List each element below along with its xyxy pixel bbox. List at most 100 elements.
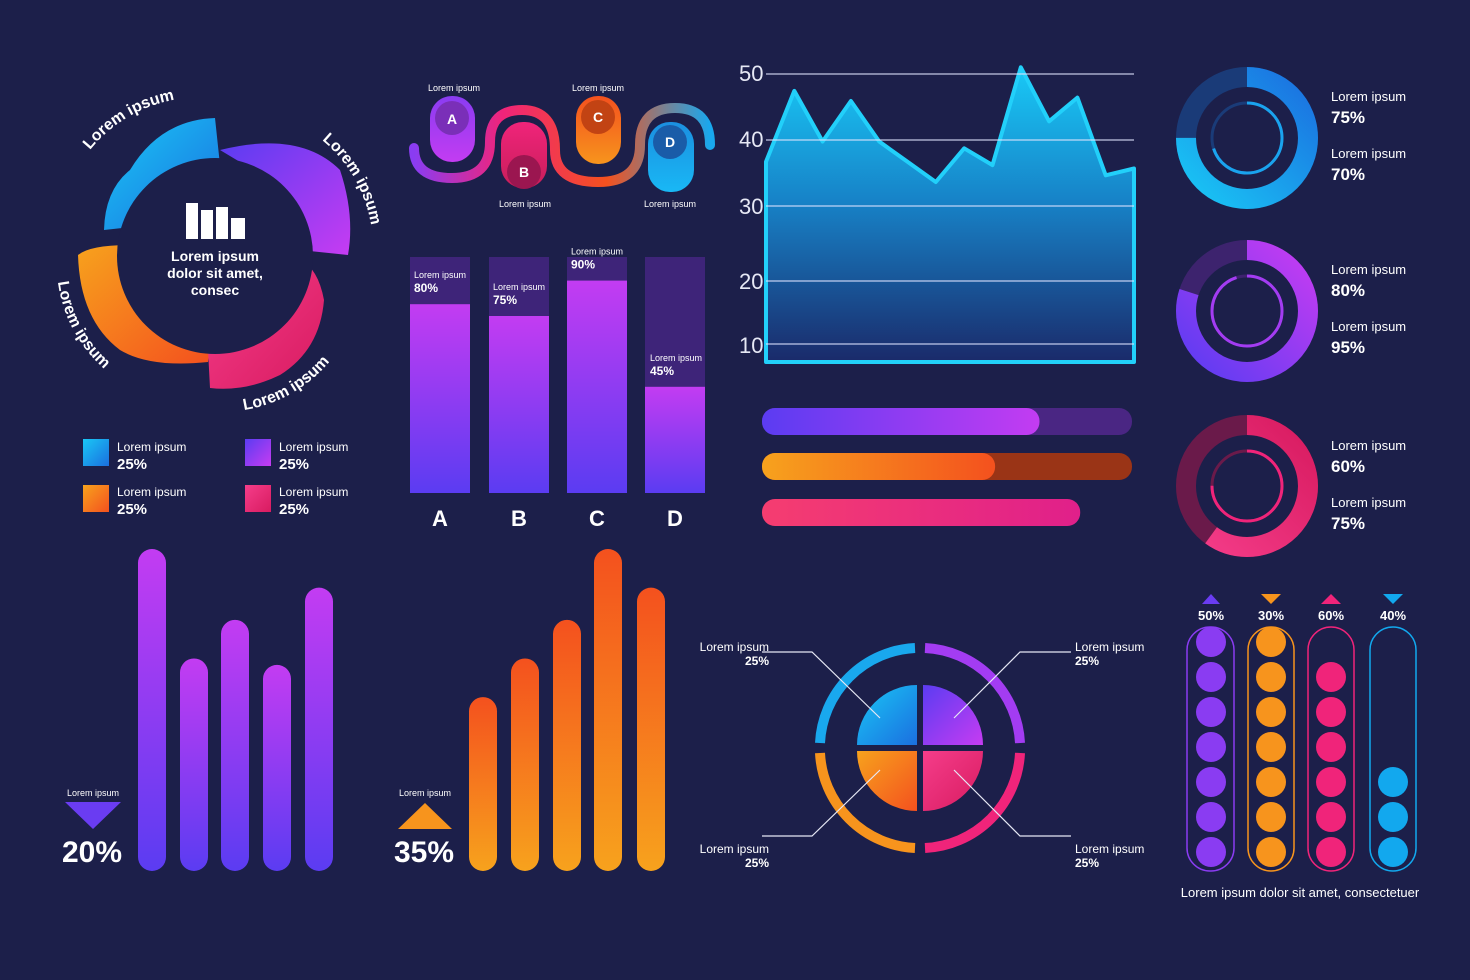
outer-ring-bottom-right (924, 752, 1025, 853)
donut-outer-label: Lorem ipsum (1331, 262, 1406, 277)
outer-ring-top-right (924, 643, 1025, 744)
dot-marker (1256, 627, 1286, 657)
donut-outer-value: 60% (1331, 457, 1365, 476)
orange-bar (511, 658, 539, 871)
dot-column-dots (1316, 662, 1346, 867)
donut-inner-label: Lorem ipsum (1331, 495, 1406, 510)
step-label-a: Lorem ipsum (428, 83, 480, 93)
percent-bar-column: Lorem ipsum 80% A (410, 257, 470, 531)
bar-value-label: 45% (650, 364, 674, 378)
dot-marker (1378, 767, 1408, 797)
bar-category-label: C (589, 506, 605, 531)
percent-bar-column: Lorem ipsum 75% B (489, 257, 549, 531)
step-letter-a: A (447, 111, 457, 127)
triangle-down-icon (65, 802, 121, 829)
step-label-d: Lorem ipsum (644, 199, 696, 209)
progress-fill-purple (762, 408, 1040, 435)
y-tick-label: 20 (739, 269, 763, 294)
dot-marker (1196, 697, 1226, 727)
orange-bar (469, 697, 497, 871)
progress-fill-pink (762, 499, 1081, 526)
bar-fill (489, 316, 549, 493)
step-badge-b (507, 155, 541, 189)
donut-inner-label: Lorem ipsum (1331, 146, 1406, 161)
callout-lines (762, 651, 1071, 837)
flower-center-line-2: dolor sit amet, (167, 265, 263, 281)
legend-value: 25% (279, 501, 309, 518)
step-label-b: Lorem ipsum (499, 199, 551, 209)
dot-columns-chart: 50% 30% 60% 40% Lorem ipsum dolor sit am… (1181, 594, 1420, 900)
donut-inner-value: 95% (1331, 338, 1365, 357)
flower-pie-chart: Lorem ipsum dolor sit amet, consec Lorem… (54, 87, 384, 414)
orange-bar (553, 619, 581, 871)
step-badge-a (435, 101, 469, 135)
dot-marker (1316, 662, 1346, 692)
dot-marker (1316, 837, 1346, 867)
triangle-up-icon (1202, 594, 1220, 604)
donut-ring-pink: Lorem ipsum 60% Lorem ipsum 75% (1176, 415, 1406, 557)
dot-marker (1196, 802, 1226, 832)
orange-bar-chart: Lorem ipsum 35% (394, 549, 665, 871)
indicator-value: 20% (62, 836, 122, 869)
dot-column-value: 40% (1380, 608, 1406, 623)
callout-line (762, 651, 881, 719)
step-label-c: Lorem ipsum (572, 83, 624, 93)
indicator-label: Lorem ipsum (67, 788, 119, 798)
donut-outer-label: Lorem ipsum (1331, 89, 1406, 104)
dot-column-dots (1378, 767, 1408, 867)
pie-slice-bottom-right (923, 751, 983, 811)
bar-chart-icon (186, 203, 245, 239)
legend-value: 25% (279, 456, 309, 473)
callout-value: 25% (1075, 856, 1099, 870)
donut-outer-value: 80% (1331, 281, 1365, 300)
dot-marker (1196, 732, 1226, 762)
dot-marker (1256, 697, 1286, 727)
bar-category-label: A (432, 506, 448, 531)
callout-label: Lorem ipsum (1075, 640, 1144, 654)
dot-marker (1316, 802, 1346, 832)
triangle-up-icon (1321, 594, 1341, 604)
dot-chart-caption: Lorem ipsum dolor sit amet, consectetuer (1181, 885, 1420, 900)
legend-swatch-blue (83, 439, 109, 466)
bar-value-label: 90% (571, 258, 595, 272)
donut-outer-value: 75% (1331, 108, 1365, 127)
donut-outer-arc (1176, 67, 1318, 209)
dot-marker (1316, 767, 1346, 797)
dot-column-outline (1369, 626, 1417, 872)
dot-marker (1316, 697, 1346, 727)
area-gridlines (766, 73, 1134, 345)
step-letter-c: C (593, 109, 603, 125)
bar-value-label: 80% (414, 281, 438, 295)
dot-marker (1378, 837, 1408, 867)
triangle-down-icon (1261, 594, 1281, 604)
dot-column-pink: 60% (1307, 594, 1355, 872)
y-tick-label: 10 (739, 333, 763, 358)
bar-fill (645, 386, 705, 493)
dot-marker (1256, 662, 1286, 692)
dot-column-orange: 30% (1247, 594, 1295, 872)
bar-caption: Lorem ipsum (571, 247, 623, 257)
donut-ring-purple: Lorem ipsum 80% Lorem ipsum 95% (1176, 240, 1406, 382)
legend-label: Lorem ipsum (117, 440, 186, 454)
step-letter-d: D (665, 134, 675, 150)
donut-outer-label: Lorem ipsum (1331, 438, 1406, 453)
bar-caption: Lorem ipsum (414, 270, 466, 280)
callout-value: 25% (745, 856, 769, 870)
flower-center-line-3: consec (191, 282, 239, 298)
dot-column-dots (1196, 627, 1226, 867)
callout-line (762, 769, 881, 837)
indicator-label: Lorem ipsum (399, 788, 451, 798)
horizontal-progress-bars (762, 408, 1132, 526)
triangle-up-icon (398, 803, 452, 829)
dot-marker (1196, 627, 1226, 657)
purple-bar (221, 619, 249, 871)
flower-center-disc (117, 158, 313, 354)
dot-column-dots (1256, 627, 1286, 867)
purple-bar (305, 587, 333, 871)
y-tick-label: 30 (739, 194, 763, 219)
legend-value: 25% (117, 456, 147, 473)
dot-column-outline (1186, 626, 1235, 872)
callout-line (953, 769, 1071, 837)
legend-swatch-purple (245, 439, 271, 466)
